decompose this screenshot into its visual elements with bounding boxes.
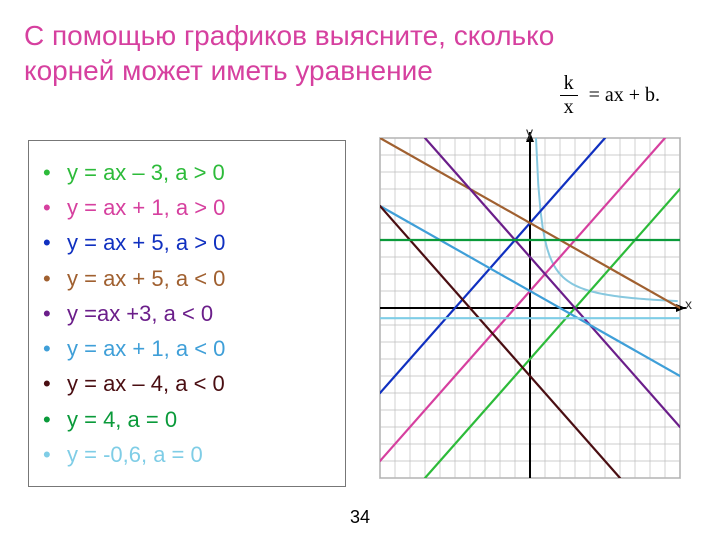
x-axis-label: x (685, 296, 692, 312)
bullet-icon: • (43, 197, 61, 219)
equation-list: • y = ax – 3, a > 0 • y = ax + 1, a > 0 • y =… (28, 140, 346, 487)
equation-item: • y = ax – 4, a < 0 (43, 368, 331, 399)
bullet-icon: • (43, 373, 61, 395)
equation-text: y = ax + 1, a > 0 (67, 192, 331, 223)
page-number: 34 (350, 507, 370, 528)
bullet-icon: • (43, 268, 61, 290)
equation-text: y =ax +3, a < 0 (67, 298, 331, 329)
formula: k x = ax + b. (560, 72, 660, 119)
formula-numerator: k (560, 72, 578, 96)
equation-item: • y = ax + 1, a < 0 (43, 333, 331, 364)
graph-container: y x (370, 128, 690, 488)
equation-item: • y =ax +3, a < 0 (43, 298, 331, 329)
formula-denominator: x (560, 96, 578, 119)
title-line1: С помощью графиков выясните, сколько (24, 20, 554, 51)
graph-svg (370, 128, 690, 488)
title-line2: корней может иметь уравнение (24, 55, 433, 86)
equation-text: y = ax + 5, a < 0 (67, 263, 331, 294)
equation-item: • y = ax – 3, a > 0 (43, 157, 331, 188)
bullet-icon: • (43, 162, 61, 184)
equation-text: y = ax + 5, a > 0 (67, 227, 331, 258)
equation-text: y = 4, a = 0 (67, 404, 331, 435)
equation-item: • y = ax + 5, a < 0 (43, 263, 331, 294)
equation-text: y = ax – 3, a > 0 (67, 157, 331, 188)
formula-rhs: = ax + b. (583, 84, 660, 106)
equation-text: y = ax – 4, a < 0 (67, 368, 331, 399)
equation-text: y = ax + 1, a < 0 (67, 333, 331, 364)
bullet-icon: • (43, 338, 61, 360)
equation-text: y = -0,6, a = 0 (67, 439, 331, 470)
equation-item: • y = -0,6, a = 0 (43, 439, 331, 470)
equation-item: • y = 4, a = 0 (43, 404, 331, 435)
y-axis-label: y (526, 124, 533, 140)
bullet-icon: • (43, 444, 61, 466)
equation-item: • y = ax + 1, a > 0 (43, 192, 331, 223)
equation-item: • y = ax + 5, a > 0 (43, 227, 331, 258)
bullet-icon: • (43, 303, 61, 325)
bullet-icon: • (43, 409, 61, 431)
bullet-icon: • (43, 232, 61, 254)
